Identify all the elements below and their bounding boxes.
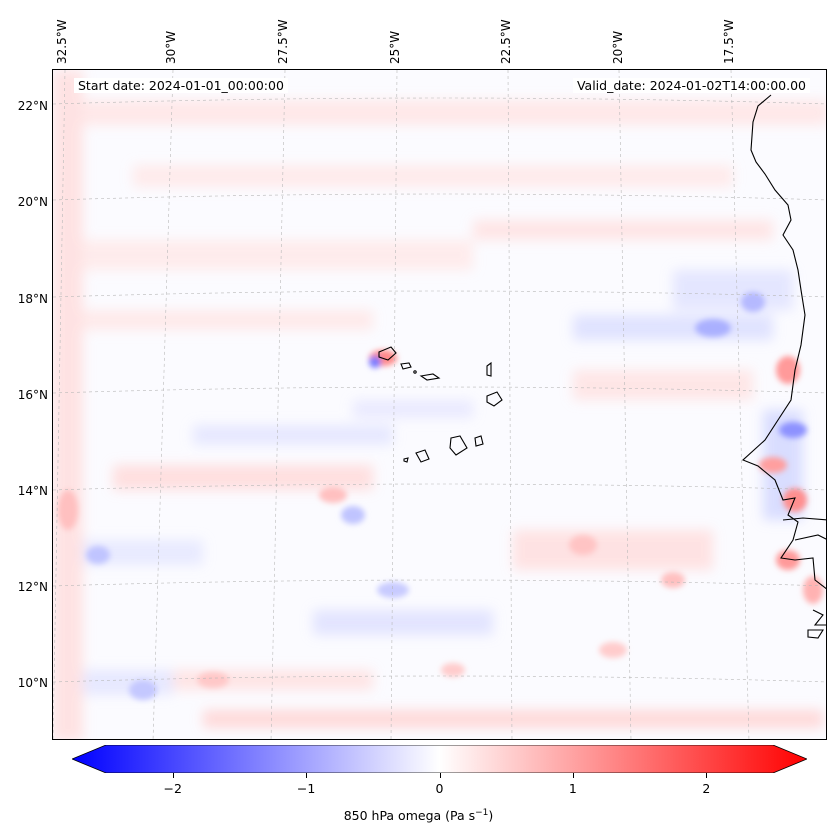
- colorbar-tick-mark: [706, 773, 708, 778]
- lon-label-25w: 25°W: [388, 30, 402, 64]
- map-canvas: [53, 70, 826, 739]
- colorbar-label: 850 hPa omega (Pa s−1): [0, 808, 837, 823]
- colorbar-body: [70, 744, 809, 774]
- colorbar-label-main: 850 hPa omega (Pa s: [343, 808, 476, 824]
- lon-label-22-5w: 22.5°W: [499, 19, 513, 64]
- colorbar-svg: [70, 744, 809, 774]
- lat-label-10n: 10°N: [17, 676, 48, 690]
- lon-label-27-5w: 27.5°W: [276, 19, 290, 64]
- lon-label-20w: 20°W: [611, 30, 625, 64]
- colorbar-tick-label: 2: [702, 781, 711, 796]
- map-plot-area: [52, 69, 827, 740]
- colorbar-tick-label: 1: [568, 781, 577, 796]
- lat-label-22n: 22°N: [17, 99, 48, 113]
- lat-label-16n: 16°N: [17, 388, 48, 402]
- colorbar-tick-mark: [572, 773, 574, 778]
- colorbar-tick-label: −1: [296, 781, 316, 796]
- colorbar-tick-mark: [172, 773, 174, 778]
- omega-field: [53, 70, 826, 739]
- map-gridlines: [53, 70, 826, 739]
- lat-label-14n: 14°N: [17, 484, 48, 498]
- lon-label-30w: 30°W: [164, 30, 178, 64]
- island-outlines: [378, 346, 503, 463]
- colorbar-label-close: ): [488, 808, 494, 824]
- coastlines: [741, 94, 826, 639]
- valid-date-label: Valid_date: 2024-01-02T14:00:00.00: [572, 78, 810, 93]
- start-date-label: Start date: 2024-01-01_00:00:00: [74, 78, 288, 93]
- colorbar: [70, 744, 809, 774]
- lat-label-12n: 12°N: [17, 580, 48, 594]
- lon-label-17-5w: 17.5°W: [722, 19, 736, 64]
- lat-label-18n: 18°N: [17, 292, 48, 306]
- colorbar-label-exponent: −1: [475, 808, 489, 818]
- colorbar-tick-label: 0: [435, 781, 444, 796]
- lat-label-20n: 20°N: [17, 195, 48, 209]
- colorbar-tick-mark: [439, 773, 441, 778]
- colorbar-tick-mark: [306, 773, 308, 778]
- lon-label-32-5w: 32.5°W: [55, 19, 69, 64]
- colorbar-tick-label: −2: [163, 781, 182, 796]
